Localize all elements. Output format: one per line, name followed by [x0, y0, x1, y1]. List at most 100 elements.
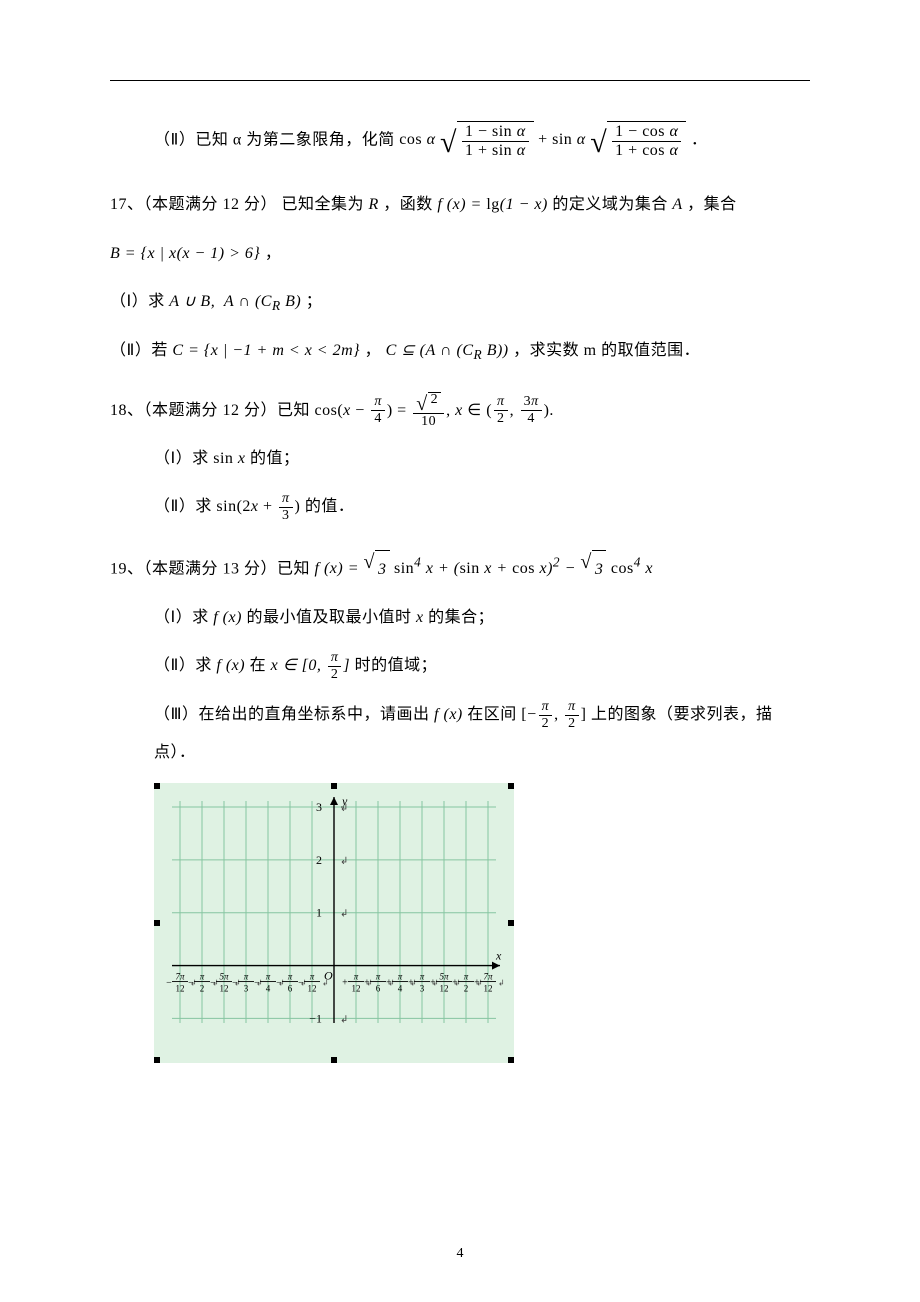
q16-expr: cos α √ 1 − sin α1 + sin α + sin α √ 1 −…	[399, 131, 691, 148]
q19-fx2: f (x)	[216, 657, 245, 674]
svg-text:−: −	[254, 977, 260, 988]
q18-p2-tail: 的值．	[305, 498, 355, 515]
q19-p2-label: （Ⅱ）求	[154, 657, 212, 674]
q19-part3: （Ⅲ）在给出的直角坐标系中，请画出 f (x) 在区间 [−π2, π2] 上的…	[110, 696, 810, 773]
q17-func: f (x) = lg(1 − x)	[437, 196, 548, 213]
q18-p1-tail: 的值；	[250, 450, 300, 467]
coordinate-grid: 3↲2↲1↲−1↲Oyx7π−12↲π−2↲5π−12↲π−3↲π−4↲π−6↲…	[154, 783, 514, 1063]
svg-text:π: π	[200, 971, 205, 981]
svg-text:−: −	[232, 977, 238, 988]
q17-tail1: ，集合	[687, 196, 737, 213]
svg-text:3: 3	[244, 983, 249, 993]
svg-text:4: 4	[266, 983, 271, 993]
svg-text:π: π	[244, 971, 249, 981]
svg-text:+: +	[452, 977, 458, 988]
q18-sin2x: sin(2x + π3)	[216, 498, 304, 515]
svg-text:↲: ↲	[340, 908, 348, 919]
q17-mid1: ，函数	[383, 196, 433, 213]
graph-container: 3↲2↲1↲−1↲Oyx7π−12↲π−2↲5π−12↲π−3↲π−4↲π−6↲…	[154, 783, 810, 1068]
svg-text:−: −	[298, 977, 304, 988]
q18-cos-expr: cos(x − π4) = √210, x ∈ (π2, 3π4).	[315, 402, 554, 419]
q17-p1-label: （Ⅰ）求	[110, 293, 165, 310]
q17-p2-mid: ，	[365, 342, 382, 359]
q19-interval: [−π2, π2]	[521, 706, 591, 723]
q16-period: ．	[691, 131, 708, 148]
q19-fx3: f (x)	[434, 706, 463, 723]
q18-sinx: sin x	[213, 450, 245, 467]
q19-part1: （Ⅰ）求 f (x) 的最小值及取最小值时 x 的集合；	[110, 599, 810, 637]
svg-text:4: 4	[398, 983, 403, 993]
svg-text:↲: ↲	[498, 978, 505, 987]
q18-head-line: 18、（本题满分 12 分）已知 cos(x − π4) = √210, x ∈…	[110, 392, 810, 430]
q16-alpha-text: α 为第二象限角，化简	[233, 131, 395, 148]
q18-p2-label: （Ⅱ）求	[154, 498, 212, 515]
q17-part1: （Ⅰ）求 A ∪ B, A ∩ (CR B) ；	[110, 283, 810, 322]
q18-part1: （Ⅰ）求 sin x 的值；	[110, 440, 810, 478]
q19-p3-mid: 在区间	[467, 706, 517, 723]
q17-B-line: B = {x | x(x − 1) > 6} ，	[110, 235, 810, 273]
svg-text:5π: 5π	[219, 971, 229, 981]
svg-text:π: π	[376, 971, 381, 981]
svg-text:12: 12	[484, 983, 493, 993]
page-number: 4	[0, 1246, 920, 1262]
q19-head-line: 19、（本题满分 13 分）已知 f (x) = √3 sin4 x + (si…	[110, 547, 810, 589]
svg-text:−: −	[276, 977, 282, 988]
q18-head: 18、（本题满分 12 分）已知	[110, 402, 310, 419]
q17-head: 17、（本题满分 12 分） 已知全集为	[110, 196, 364, 213]
q17-p2-label: （Ⅱ）若	[110, 342, 168, 359]
q18-p1-label: （Ⅰ）求	[154, 450, 209, 467]
svg-text:2: 2	[316, 852, 322, 866]
svg-text:+: +	[364, 977, 370, 988]
svg-text:+: +	[408, 977, 414, 988]
svg-text:x: x	[495, 948, 502, 962]
svg-text:6: 6	[288, 983, 293, 993]
svg-text:y: y	[341, 794, 348, 808]
q17-Csub: C ⊆ (A ∩ (CR B))	[386, 342, 509, 359]
svg-text:↲: ↲	[322, 978, 329, 987]
svg-text:3: 3	[316, 800, 322, 814]
svg-text:12: 12	[220, 983, 229, 993]
svg-text:2: 2	[464, 983, 469, 993]
svg-text:π: π	[288, 971, 293, 981]
q17-R: R	[369, 196, 379, 213]
q19-p2-tail: 时的值域；	[355, 657, 438, 674]
svg-text:12: 12	[352, 983, 361, 993]
q17-Cdef: C = {x | −1 + m < x < 2m}	[172, 342, 360, 359]
svg-text:−1: −1	[309, 1011, 322, 1025]
svg-text:π: π	[266, 971, 271, 981]
svg-text:+: +	[386, 977, 392, 988]
q19-p3-label: （Ⅲ）在给出的直角坐标系中，请画出	[154, 706, 430, 723]
svg-text:π: π	[354, 971, 359, 981]
q17-p2-tail: ，求实数 m 的取值范围．	[513, 342, 700, 359]
svg-text:π: π	[310, 971, 315, 981]
q17-p1-tail: ；	[306, 293, 323, 310]
q19-head: 19、（本题满分 13 分）已知	[110, 560, 310, 577]
svg-text:3: 3	[420, 983, 425, 993]
svg-text:−: −	[188, 977, 194, 988]
svg-text:π: π	[398, 971, 403, 981]
svg-text:6: 6	[376, 983, 381, 993]
q17-head-line: 17、（本题满分 12 分） 已知全集为 R ，函数 f (x) = lg(1 …	[110, 186, 810, 224]
svg-text:+: +	[342, 977, 348, 988]
q17-part2: （Ⅱ）若 C = {x | −1 + m < x < 2m} ， C ⊆ (A …	[110, 332, 810, 371]
svg-text:12: 12	[308, 983, 317, 993]
q17-Bdef: B = {x | x(x − 1) > 6}	[110, 245, 260, 262]
q19-part2: （Ⅱ）求 f (x) 在 x ∈ [0, π2] 时的值域；	[110, 647, 810, 685]
q16-part2: （Ⅱ）已知 α 为第二象限角，化简 cos α √ 1 − sin α1 + s…	[110, 121, 810, 160]
q19-p1-mid: 的最小值及取最小值时	[246, 609, 411, 626]
svg-text:π: π	[464, 971, 469, 981]
svg-text:5π: 5π	[439, 971, 449, 981]
q19-p1-label: （Ⅰ）求	[154, 609, 209, 626]
q19-p1-tail: 的集合；	[428, 609, 494, 626]
svg-text:−: −	[166, 977, 172, 988]
svg-text:12: 12	[440, 983, 449, 993]
svg-text:↲: ↲	[340, 855, 348, 866]
q19-fx1: f (x)	[213, 609, 242, 626]
svg-text:12: 12	[176, 983, 185, 993]
q17-B-comma: ，	[265, 245, 282, 262]
svg-text:↲: ↲	[340, 1014, 348, 1025]
svg-text:1: 1	[316, 905, 322, 919]
q19-p2-mid: 在	[250, 657, 267, 674]
q18-part2: （Ⅱ）求 sin(2x + π3) 的值．	[110, 488, 810, 526]
top-rule	[110, 80, 810, 81]
